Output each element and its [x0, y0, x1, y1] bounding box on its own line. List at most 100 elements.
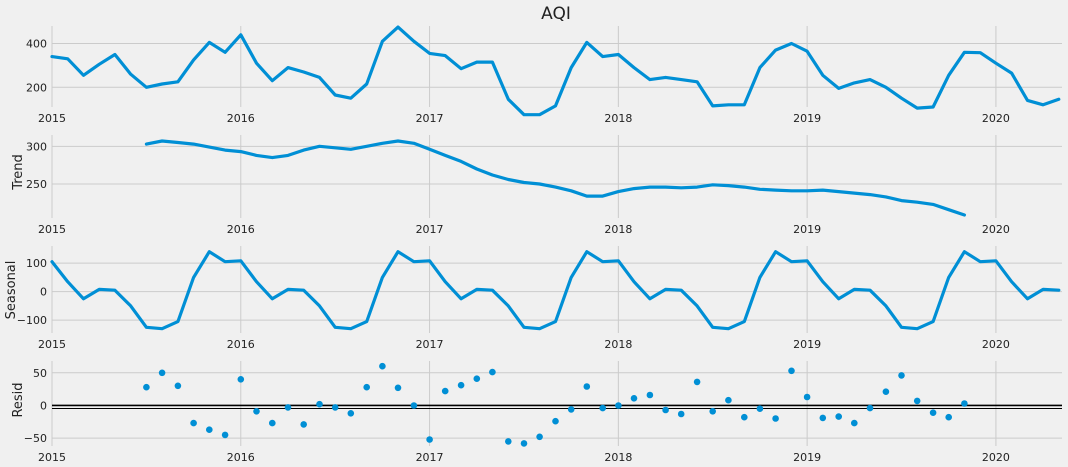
trend-y-tick-label: 300: [26, 140, 47, 153]
resid-point: [269, 419, 276, 427]
trend-x-tick-label: 2018: [604, 223, 632, 236]
resid-point: [457, 381, 465, 389]
resid-x-tick-label: 2019: [793, 451, 821, 464]
resid-x-tick-label: 2015: [38, 451, 66, 464]
seasonal-y-ticks: −100 0 100: [17, 257, 47, 327]
resid-y-ticks: −50 0 50: [24, 367, 47, 445]
resid-point: [206, 426, 213, 434]
seasonal-y-tick-label: −100: [17, 314, 47, 327]
seasonal-x-tick-label: 2015: [38, 338, 66, 351]
resid-point: [819, 414, 827, 422]
trend-x-tick-label: 2020: [982, 223, 1010, 236]
resid-x-tick-label: 2016: [227, 451, 255, 464]
resid-point: [316, 400, 323, 408]
resid-point: [599, 404, 606, 412]
aqi-x-ticks: 2015 2016 2017 2018 2019 2020: [38, 112, 1010, 125]
resid-point: [237, 376, 245, 383]
resid-point: [143, 383, 150, 391]
seasonal-y-tick-label: 100: [26, 257, 47, 270]
aqi-x-tick-label: 2017: [416, 112, 444, 125]
resid-point: [363, 383, 371, 391]
aqi-panel: AQI 200 400 2015 2016 2017 2018 2019 2020: [26, 4, 1062, 125]
resid-point: [221, 431, 229, 439]
resid-point: [505, 438, 512, 445]
seasonal-x-tick-label: 2019: [793, 338, 821, 351]
trend-series: [144, 139, 967, 217]
trend-panel: Trend 250 300 2015 2016 2017 2018 2019 2020: [11, 135, 1062, 236]
resid-point: [536, 433, 543, 441]
aqi-y-tick-label: 400: [26, 38, 47, 51]
resid-x-tick-label: 2020: [982, 451, 1010, 464]
trend-grid: [51, 135, 1062, 218]
resid-point: [630, 395, 638, 402]
aqi-grid: [51, 26, 1062, 107]
trend-x-tick-label: 2017: [416, 223, 444, 236]
resid-point: [929, 409, 937, 417]
trend-series-line: [144, 139, 967, 217]
resid-point: [866, 404, 874, 412]
resid-point: [898, 372, 905, 379]
resid-point: [410, 402, 418, 409]
resid-point: [174, 382, 182, 390]
aqi-x-tick-label: 2015: [38, 112, 66, 125]
aqi-y-tick-label: 200: [26, 81, 47, 94]
resid-point: [552, 417, 559, 425]
aqi-x-tick-label: 2018: [604, 112, 632, 125]
trend-x-tick-label: 2015: [38, 223, 66, 236]
resid-points: [143, 362, 968, 447]
resid-point: [788, 367, 795, 375]
resid-y-tick-label: 50: [33, 367, 47, 380]
resid-point: [331, 404, 339, 411]
resid-y-tick-label: 0: [40, 399, 47, 412]
resid-y-tick-label: −50: [24, 432, 47, 445]
seasonal-x-ticks: 2015 2016 2017 2018 2019 2020: [38, 338, 1010, 351]
resid-point: [473, 375, 481, 383]
resid-point: [945, 413, 952, 421]
resid-point: [190, 419, 197, 427]
resid-point: [725, 396, 732, 404]
resid-y-axis-label: Resid: [11, 382, 26, 417]
seasonal-y-axis-label: Seasonal: [4, 261, 19, 320]
aqi-panel-title: AQI: [541, 4, 571, 24]
resid-point: [709, 408, 716, 415]
resid-point: [615, 402, 622, 409]
resid-point: [583, 383, 591, 390]
resid-point: [394, 384, 402, 392]
trend-y-tick-label: 250: [26, 178, 47, 191]
trend-y-axis-label: Trend: [11, 154, 26, 191]
seasonal-x-tick-label: 2017: [416, 338, 444, 351]
seasonal-x-tick-label: 2016: [227, 338, 255, 351]
trend-y-ticks: 250 300: [26, 140, 47, 191]
resid-x-tick-label: 2017: [416, 451, 444, 464]
aqi-x-tick-label: 2019: [793, 112, 821, 125]
trend-x-tick-label: 2019: [793, 223, 821, 236]
seasonal-y-tick-label: 0: [40, 286, 47, 299]
resid-point: [379, 362, 386, 370]
resid-point: [677, 410, 685, 418]
aqi-x-tick-label: 2016: [227, 112, 255, 125]
resid-point: [489, 368, 496, 376]
resid-point: [567, 406, 575, 413]
seasonal-x-tick-label: 2018: [604, 338, 632, 351]
aqi-y-ticks: 200 400: [26, 38, 47, 95]
trend-x-ticks: 2015 2016 2017 2018 2019 2020: [38, 223, 1010, 236]
resid-point: [835, 413, 842, 420]
resid-point: [913, 397, 921, 405]
resid-point: [158, 369, 166, 377]
resid-point: [300, 421, 308, 428]
seasonal-series-line: [50, 250, 1061, 331]
resid-zero-line: [52, 404, 1062, 409]
resid-point: [347, 410, 355, 417]
resid-point: [961, 400, 968, 407]
resid-point: [741, 413, 748, 421]
resid-panel: Resid −50 0 50 2015 2016 2017 2018 2019 2020: [11, 361, 1062, 464]
resid-point: [803, 393, 811, 401]
seasonal-x-tick-label: 2020: [982, 338, 1010, 351]
resid-point: [772, 415, 779, 422]
resid-point: [284, 404, 292, 411]
resid-point: [662, 406, 669, 414]
resid-point: [441, 387, 449, 395]
